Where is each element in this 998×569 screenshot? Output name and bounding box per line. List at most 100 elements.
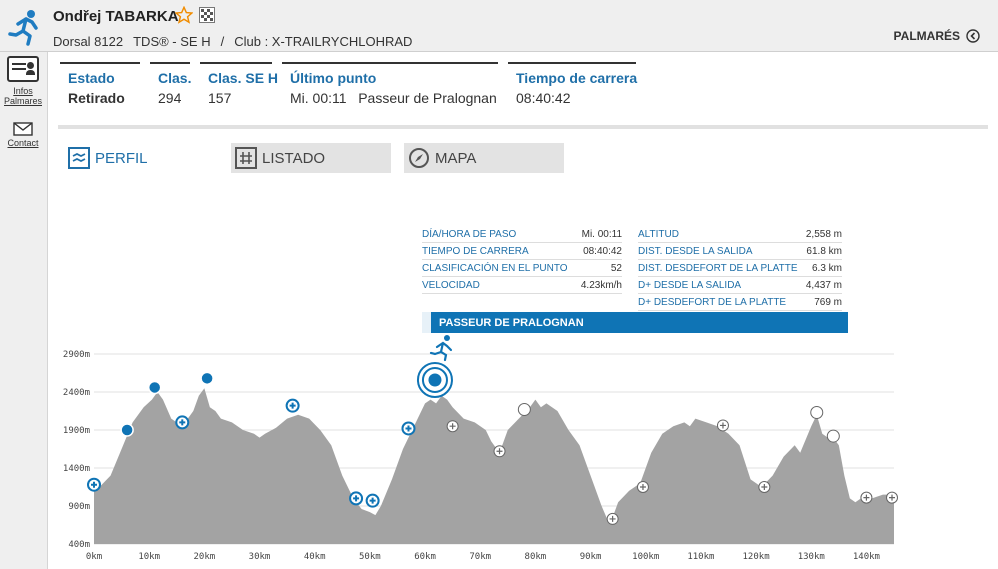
sidebar-item-contact[interactable]: Contact bbox=[4, 122, 42, 148]
x-tick-label: 50km bbox=[359, 552, 381, 562]
y-tick-label: 1900m bbox=[63, 426, 90, 436]
favorite-star-icon[interactable] bbox=[175, 6, 193, 24]
checkpoint-plus-mark bbox=[289, 402, 296, 409]
checkpoint-plus-mark bbox=[863, 494, 870, 501]
status-value: Mi. 00:11 Passeur de Pralognan bbox=[290, 90, 497, 106]
checkpoint-name: PASSEUR DE PRALOGNAN bbox=[439, 316, 584, 329]
x-tick-label: 140km bbox=[853, 552, 880, 562]
tab-mapa[interactable]: MAPA bbox=[404, 143, 564, 173]
envelope-icon bbox=[13, 122, 33, 136]
info-value: 6.3 km bbox=[811, 262, 842, 274]
circle-arrow-left-icon bbox=[966, 29, 980, 43]
info-key: VELOCIDAD bbox=[422, 279, 480, 291]
x-tick-label: 60km bbox=[414, 552, 436, 562]
y-tick-label: 900m bbox=[68, 502, 90, 512]
info-key: CLASIFICACIÓN EN EL PUNTO bbox=[422, 262, 568, 274]
left-sidebar: Infos Palmares Contact bbox=[0, 52, 48, 569]
status-state: Estado Retirado bbox=[60, 62, 140, 110]
checkpoint-plus-mark bbox=[639, 484, 646, 490]
checkpoint-plus-mark bbox=[449, 423, 456, 430]
x-tick-label: 130km bbox=[798, 552, 825, 562]
race-category: TDS® - SE H bbox=[133, 34, 211, 49]
bib-number: Dorsal 8122 bbox=[53, 34, 124, 49]
info-row: VELOCIDAD 4.23km/h bbox=[422, 277, 622, 294]
checkpoint-bar-marker bbox=[422, 312, 431, 333]
sidebar-item-palmares-label: Palmares bbox=[4, 96, 43, 106]
info-key: D+ DESDEFORT DE LA PLATTE bbox=[638, 296, 787, 308]
info-key: DIST. DESDEFORT DE LA PLATTE bbox=[638, 262, 798, 274]
status-race-time: Tiempo de carrera 08:40:42 bbox=[508, 62, 637, 110]
status-value: 294 bbox=[158, 90, 182, 106]
checkpoint-plus-mark bbox=[353, 495, 360, 502]
info-value: 4,437 m bbox=[805, 279, 842, 291]
grid-list-icon bbox=[235, 147, 257, 169]
x-tick-label: 90km bbox=[580, 552, 602, 562]
palmares-label: PALMARÉS bbox=[893, 29, 960, 43]
checkpoint-plus-mark bbox=[609, 515, 616, 522]
info-value: 2,558 m bbox=[805, 228, 842, 240]
checkpoint-name-bar: PASSEUR DE PRALOGNAN bbox=[422, 312, 848, 333]
info-key: D+ DESDE LA SALIDA bbox=[638, 279, 742, 291]
info-row: CLASIFICACIÓN EN EL PUNTO 52 bbox=[422, 260, 622, 277]
checkered-flag-icon[interactable] bbox=[199, 7, 215, 23]
status-value: 08:40:42 bbox=[516, 90, 571, 106]
info-row: DIST. DESDEFORT DE LA PLATTE 6.3 km bbox=[638, 260, 842, 277]
tab-mapa-label: MAPA bbox=[435, 149, 477, 167]
status-label: Tiempo de carrera bbox=[508, 62, 637, 86]
status-label: Clas. SE H bbox=[200, 62, 278, 86]
checkpoint-plus-mark bbox=[179, 419, 186, 426]
info-value: 4.23km/h bbox=[580, 279, 622, 291]
info-key: ALTITUD bbox=[638, 228, 679, 240]
x-tick-label: 80km bbox=[525, 552, 547, 562]
status-last-point: Último punto Mi. 00:11 Passeur de Pralog… bbox=[282, 62, 498, 110]
elevation-area bbox=[94, 388, 894, 544]
info-row: D+ DESDEFORT DE LA PLATTE 769 m bbox=[638, 294, 842, 311]
palmares-button[interactable]: PALMARÉS bbox=[894, 29, 980, 43]
x-tick-label: 0km bbox=[86, 552, 102, 562]
x-tick-label: 40km bbox=[304, 552, 326, 562]
tab-perfil-label: PERFIL bbox=[95, 149, 148, 167]
info-value: 61.8 km bbox=[806, 245, 842, 257]
info-row: DIST. DESDE LA SALIDA 61.8 km bbox=[638, 243, 842, 260]
athlete-header: Ondřej TABARKA Dorsal 8122 TDS® - SE H / Cl… bbox=[0, 0, 998, 52]
checkpoint-plus-mark bbox=[761, 484, 768, 490]
current-position-dot bbox=[428, 373, 442, 387]
tab-listado[interactable]: LISTADO bbox=[231, 143, 391, 173]
section-divider bbox=[58, 125, 988, 129]
y-tick-label: 2400m bbox=[63, 388, 90, 398]
sidebar-item-infos[interactable]: Infos Palmares bbox=[4, 56, 42, 106]
x-tick-label: 110km bbox=[687, 552, 714, 562]
race-status: Estado Retirado Clas. 294 Clas. SE H 157… bbox=[60, 62, 646, 110]
checkpoint-ahead-marker bbox=[517, 402, 531, 416]
id-card-icon bbox=[7, 56, 39, 82]
info-value: 52 bbox=[610, 262, 622, 274]
status-value: Retirado bbox=[68, 90, 125, 106]
runner-logo-icon bbox=[8, 10, 38, 46]
sidebar-item-contact-label: Contact bbox=[7, 138, 39, 148]
separator: / bbox=[220, 34, 225, 49]
info-key: DÍA/HORA DE PASO bbox=[422, 228, 517, 240]
info-key: DIST. DESDE LA SALIDA bbox=[638, 245, 753, 257]
info-key: TIEMPO DE CARRERA bbox=[422, 245, 529, 257]
status-value: 157 bbox=[208, 90, 232, 106]
checkpoint-plus-mark bbox=[719, 422, 726, 429]
checkpoint-plus-mark bbox=[369, 497, 376, 504]
checkpoint-passed-marker bbox=[200, 371, 214, 386]
x-tick-label: 20km bbox=[194, 552, 216, 562]
info-row: TIEMPO DE CARRERA 08:40:42 bbox=[422, 243, 622, 260]
x-tick-label: 100km bbox=[632, 552, 659, 562]
checkpoint-passed-marker bbox=[120, 423, 134, 437]
status-label: Estado bbox=[60, 62, 140, 86]
info-row: DÍA/HORA DE PASO Mi. 00:11 bbox=[422, 226, 622, 243]
tab-perfil[interactable]: PERFIL bbox=[64, 143, 214, 173]
tab-listado-label: LISTADO bbox=[262, 149, 326, 167]
status-label: Clas. bbox=[150, 62, 191, 86]
checkpoint-location-table: ALTITUD 2,558 m DIST. DESDE LA SALIDA 61.8… bbox=[638, 226, 842, 311]
elevation-profile-chart[interactable]: 400m 900m 1400m 1900m 2400m 2900m 0km 10km 20km 3… bbox=[52, 330, 998, 569]
checkpoint-ahead-marker bbox=[810, 406, 824, 420]
y-tick-label: 2900m bbox=[63, 350, 90, 360]
x-tick-label: 30km bbox=[249, 552, 271, 562]
x-tick-label: 10km bbox=[138, 552, 160, 562]
runner-icon bbox=[429, 334, 453, 362]
